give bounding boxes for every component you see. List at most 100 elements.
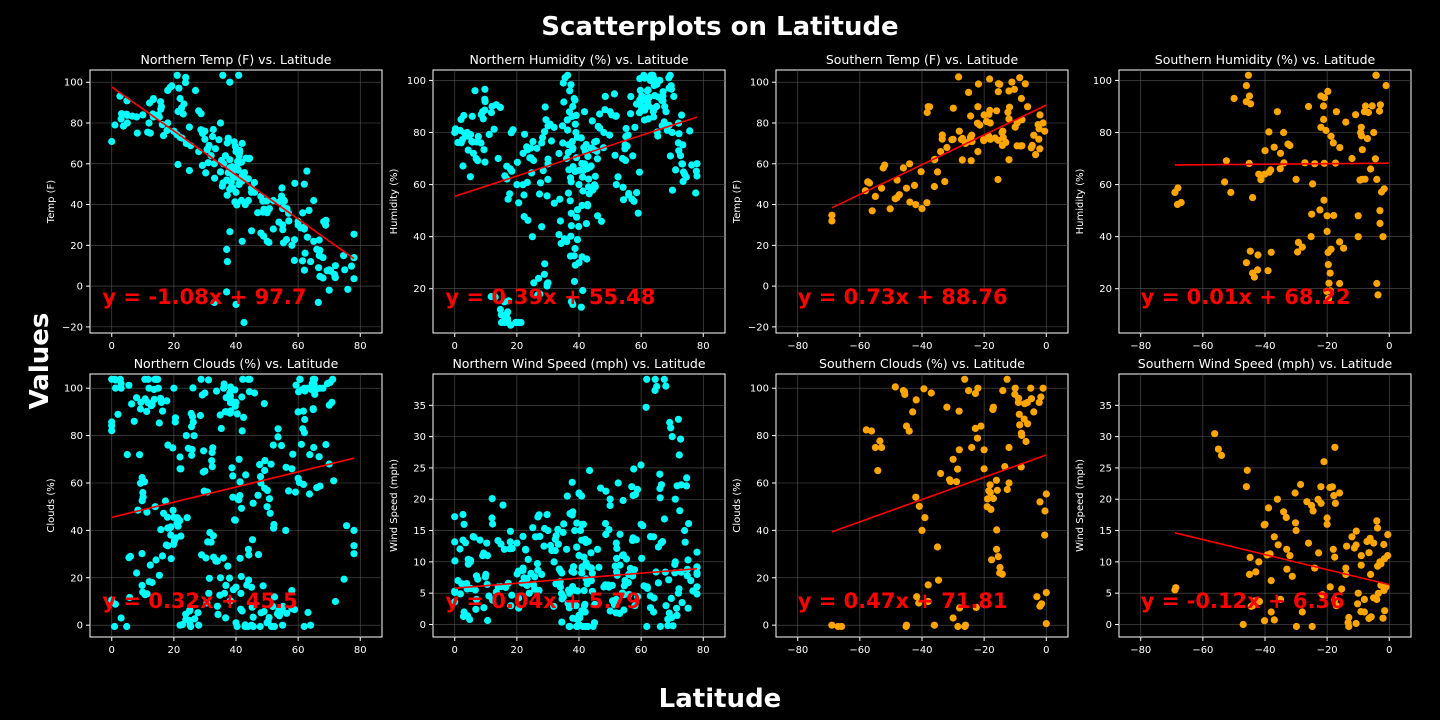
subplot-1-point (203, 146, 211, 154)
subplot-7-point (1003, 375, 1011, 383)
subplot-1-point (248, 227, 256, 235)
subplot-5-point (241, 622, 249, 631)
subplot-3-point (982, 117, 991, 125)
subplot-5-point (237, 572, 245, 581)
subplot-4-ytick-label-3: 80 (1099, 128, 1112, 139)
subplot-6-point (668, 433, 676, 441)
subplot-3-point (1008, 78, 1016, 86)
subplot-1-point (325, 286, 333, 294)
subplot-5-point (152, 556, 160, 564)
subplot-2-point (653, 80, 661, 88)
subplot-6-point (451, 513, 459, 521)
subplot-3-point (941, 178, 949, 186)
subplot-1-ytick-label-6: 100 (64, 78, 83, 89)
subplot-5-point (136, 479, 145, 487)
subplot-4-point (1264, 267, 1272, 275)
subplot-5-point (217, 424, 225, 433)
subplot-8-point (1360, 595, 1368, 604)
subplot-1-point (331, 273, 339, 281)
subplot-8-point (1267, 577, 1275, 585)
subplot-7-point (946, 477, 955, 485)
subplot-8-point (1292, 526, 1300, 535)
subplot-6-point (519, 532, 527, 541)
subplot-6-point (451, 598, 459, 606)
subplot-2-point (541, 260, 549, 268)
subplot-5-point (299, 407, 307, 415)
subplot-5-point (216, 591, 224, 599)
subplot-6-point (520, 574, 528, 582)
subplot-1-point (275, 218, 283, 226)
subplot-6-point (622, 555, 631, 563)
subplot-6-point (575, 490, 583, 498)
subplot-6-point (685, 520, 693, 528)
subplot-5-point (213, 602, 221, 610)
subplot-7-point (878, 443, 886, 452)
subplot-6-point (656, 494, 664, 502)
subplot-2-ytick-label-1: 40 (413, 232, 426, 243)
subplot-5-point (186, 621, 194, 629)
subplot-6-point (578, 607, 586, 615)
subplot-5-point (111, 384, 120, 392)
subplot-4-point (1270, 143, 1278, 151)
subplot-3-point (1016, 74, 1024, 82)
subplot-2-point (659, 97, 667, 105)
subplot-3-point (1013, 119, 1021, 127)
subplot-6-point (584, 537, 592, 546)
subplot-5-point (249, 499, 257, 507)
subplot-2-point (622, 124, 630, 133)
subplot-6-xtick-label-4: 80 (697, 645, 710, 656)
subplot-1-point (236, 146, 244, 155)
subplot-1-point (139, 111, 147, 119)
subplot-5-point (203, 599, 211, 607)
subplot-5-point (136, 451, 144, 459)
subplot-7-point (943, 403, 951, 411)
subplot-1-point (173, 131, 181, 139)
subplot-3-point (1028, 141, 1036, 149)
subplot-2-point (635, 168, 644, 176)
subplot-5-point (261, 484, 269, 492)
subplot-4-point (1376, 219, 1384, 227)
subplot-6-point (693, 548, 701, 556)
subplot-6-point (469, 533, 477, 541)
subplot-4-point (1326, 287, 1334, 295)
subplot-4-point (1292, 175, 1300, 183)
subplot-7-point (994, 553, 1002, 561)
subplot-5-point (198, 391, 206, 399)
subplot-3-point (991, 134, 999, 142)
subplot-7-point (1038, 600, 1046, 608)
subplot-1-point (291, 179, 299, 187)
subplot-2-point (481, 85, 489, 93)
subplot-4-point (1308, 210, 1316, 218)
subplot-1-point (279, 226, 287, 234)
subplot-2-point (555, 231, 563, 239)
subplot-5-point (270, 622, 278, 631)
subplot-7-point (920, 385, 928, 393)
subplot-1-point (226, 228, 234, 236)
subplot-2-point (692, 167, 701, 175)
subplot-3-point (965, 88, 973, 96)
subplot-8-point (1264, 504, 1273, 512)
subplot-7-point (993, 526, 1001, 534)
subplot-7-xtick-label-0: −80 (787, 645, 808, 656)
subplot-2-point (627, 92, 635, 101)
subplot-3-point (949, 104, 957, 112)
subplot-3-point (923, 108, 931, 117)
subplot-7-point (909, 408, 917, 416)
subplot-1-point (240, 318, 248, 327)
subplot-5-point (226, 399, 235, 407)
subplot-8-point (1348, 533, 1356, 541)
subplot-6-point (508, 591, 516, 599)
subplot-6-point (514, 567, 523, 575)
subplot-7-xtick-label-1: −60 (849, 645, 870, 656)
subplot-6-point (568, 567, 576, 575)
subplot-1-point (265, 205, 273, 213)
subplot-1-point (290, 256, 298, 264)
subplot-7-point (1041, 531, 1049, 539)
subplot-5-point (289, 450, 297, 458)
subplot-2-point (611, 151, 619, 159)
subplot-1-point (244, 196, 252, 205)
subplot-2-point (530, 279, 538, 287)
subplot-1-point (145, 119, 153, 127)
subplot-4-point (1265, 128, 1273, 136)
subplot-3-point (864, 178, 872, 186)
